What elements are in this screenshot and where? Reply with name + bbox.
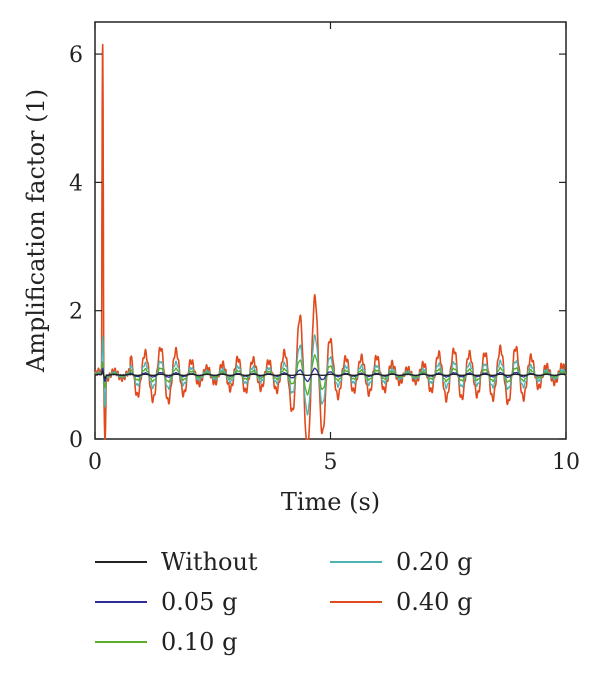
chart: 0 5 10 0 2 4 6 Time (s) Amplification factor (… — [22, 21, 580, 516]
legend-label-0-05g: 0.05 g — [161, 588, 238, 616]
legend-item-0-20g: 0.20 g — [330, 548, 472, 576]
series-line — [94, 354, 567, 396]
series-line — [94, 370, 567, 379]
y-tick-label: 4 — [69, 171, 83, 196]
legend-swatch-0-20g — [330, 561, 382, 563]
legend-item-0-40g: 0.40 g — [330, 588, 472, 616]
y-tick-label: 0 — [69, 428, 83, 453]
x-tick-label: 0 — [88, 450, 102, 475]
x-tick-label: 5 — [324, 450, 338, 475]
ticks-layer: 0 5 10 0 2 4 6 — [69, 22, 580, 475]
x-axis-label: Time (s) — [281, 488, 380, 516]
legend-label-0-20g: 0.20 g — [396, 548, 473, 576]
legend-item-without: Without — [95, 548, 258, 576]
legend-swatch-without — [95, 561, 147, 563]
legend-item-0-10g: 0.10 g — [95, 628, 237, 656]
legend-label-0-10g: 0.10 g — [161, 628, 238, 656]
legend-swatch-0-05g — [95, 601, 147, 603]
series-layer — [94, 43, 567, 440]
legend-item-0-05g: 0.05 g — [95, 588, 237, 616]
y-tick-label: 6 — [69, 43, 83, 68]
legend-swatch-0-40g — [330, 601, 382, 603]
legend: Without 0.05 g 0.10 g 0.20 g 0.40 g — [95, 548, 515, 668]
x-tick-label: 10 — [552, 450, 580, 475]
legend-label-0-40g: 0.40 g — [396, 588, 473, 616]
y-axis-label: Amplification factor (1) — [22, 89, 50, 373]
legend-label-without: Without — [161, 548, 258, 576]
y-tick-label: 2 — [69, 300, 83, 325]
legend-swatch-0-10g — [95, 641, 147, 643]
